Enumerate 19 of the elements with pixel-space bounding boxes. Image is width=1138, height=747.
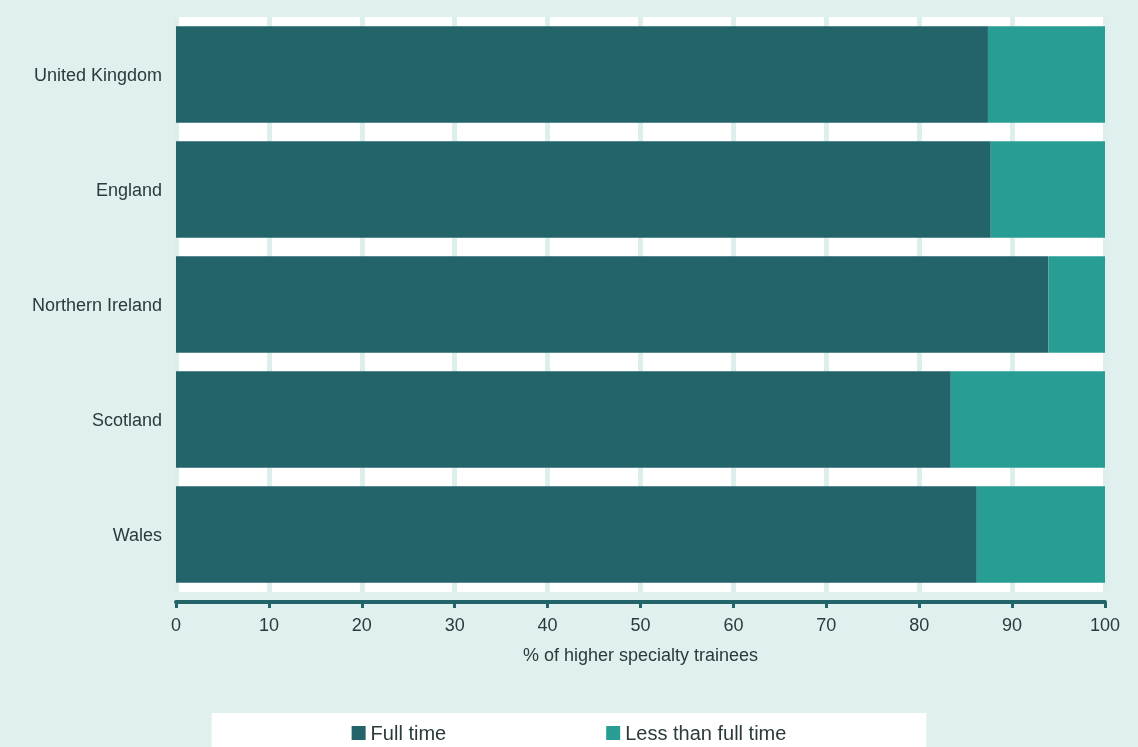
x-tick-label: 40 [537,615,558,635]
x-tick-label: 10 [258,615,279,635]
y-tick-label: United Kingdom [33,64,162,85]
x-tick-label: 80 [909,615,930,635]
x-tick-label: 30 [444,615,465,635]
y-tick-label: Wales [112,524,162,545]
x-tick-label: 50 [630,615,651,635]
x-tick-label: 20 [351,615,372,635]
y-tick-label: England [95,179,162,200]
legend-label: Less than full time [625,722,787,744]
y-tick-label: Northern Ireland [31,294,162,315]
legend-label: Full time [370,722,447,744]
x-tick-label: 60 [723,615,744,635]
y-tick-label: Scotland [91,409,162,430]
x-tick-label: 100 [1089,615,1121,635]
x-tick-label: 0 [170,615,182,635]
x-tick-label: 70 [816,615,837,635]
x-tick-label: 90 [1002,615,1023,635]
x-axis-title: % of higher specialty trainees [522,645,759,665]
